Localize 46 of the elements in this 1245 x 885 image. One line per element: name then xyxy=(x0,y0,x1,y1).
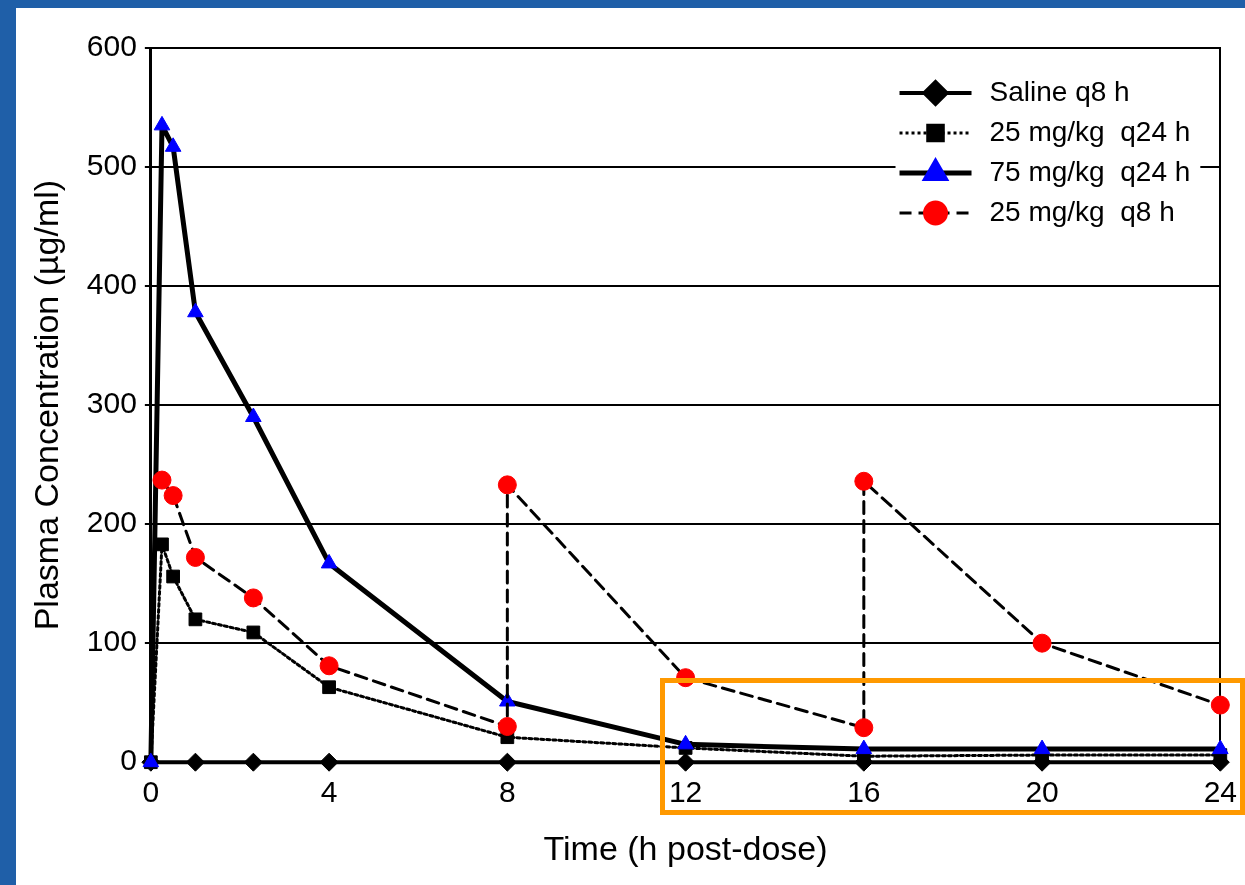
x-tick-label: 20 xyxy=(1025,775,1059,809)
point xyxy=(187,302,204,318)
x-tick-label: 8 xyxy=(499,775,516,809)
point xyxy=(163,486,183,506)
point xyxy=(497,716,517,736)
point xyxy=(185,752,205,772)
point xyxy=(497,752,517,772)
x-tick-label: 16 xyxy=(847,775,881,809)
point xyxy=(185,547,205,567)
point xyxy=(319,752,339,772)
point xyxy=(319,656,339,676)
point xyxy=(1210,695,1230,715)
x-tick-label: 0 xyxy=(142,775,160,809)
point xyxy=(243,588,263,608)
point xyxy=(164,137,182,152)
y-tick-label: 300 xyxy=(86,386,137,420)
point xyxy=(322,680,336,695)
x-tick-label: 4 xyxy=(320,775,338,809)
y-tick-label: 0 xyxy=(120,743,137,777)
point xyxy=(243,752,263,772)
point xyxy=(166,569,180,584)
point xyxy=(153,115,171,131)
point xyxy=(854,471,874,491)
y-tick-label: 200 xyxy=(86,505,137,539)
point xyxy=(320,553,338,569)
legend-label: 25 mg/kg q8 h xyxy=(989,195,1175,227)
y-axis-title: Plasma Concentration (µg/ml) xyxy=(26,179,65,631)
x-tick-label: 12 xyxy=(668,775,703,809)
point xyxy=(497,475,517,495)
point xyxy=(152,470,172,490)
point xyxy=(1032,633,1052,653)
x-tick-label: 24 xyxy=(1203,775,1237,809)
point xyxy=(245,407,262,422)
point xyxy=(676,752,696,772)
y-tick-label: 500 xyxy=(86,148,137,182)
y-tick-label: 400 xyxy=(86,267,137,301)
point xyxy=(246,625,261,640)
y-tick-label: 600 xyxy=(86,29,137,63)
point xyxy=(854,718,874,738)
point xyxy=(155,537,169,552)
legend-label: 75 mg/kg q24 h xyxy=(989,155,1191,187)
legend-label: 25 mg/kg q24 h xyxy=(989,115,1191,147)
y-tick-label: 100 xyxy=(86,624,137,658)
x-axis-title: Time (h post-dose) xyxy=(543,828,828,867)
legend-label: Saline q8 h xyxy=(989,75,1130,107)
point xyxy=(188,612,203,627)
